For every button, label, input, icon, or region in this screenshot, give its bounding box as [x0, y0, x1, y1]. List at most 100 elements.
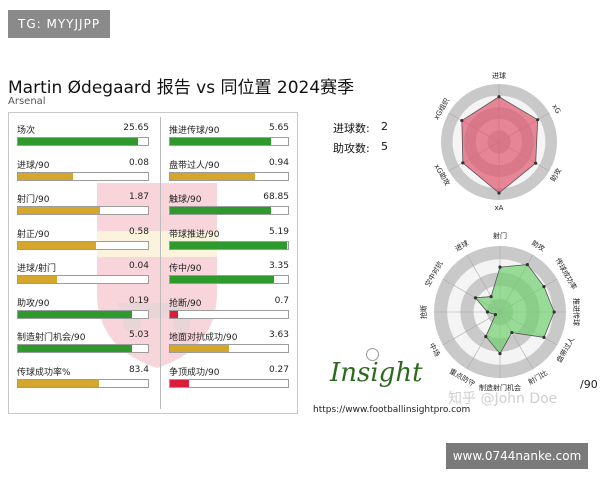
football-icon [366, 348, 379, 361]
watermark-bottom: www.0744nanke.com [446, 443, 588, 469]
stat-value: 5.03 [128, 330, 149, 340]
stat-label: 射门/90 [17, 195, 50, 205]
stat-value: 0.7 [274, 295, 289, 306]
stat-label: 助攻/90 [17, 298, 50, 309]
stat-bar-fill [170, 379, 189, 387]
radar-axis-label: xG [550, 103, 562, 115]
stat-value: 5.65 [268, 123, 289, 133]
stat-bar-fill [170, 138, 272, 145]
stat-label: 传球成功率% [17, 367, 71, 378]
goals-count-value: 2 [381, 120, 388, 133]
stat-label: 地面对抗成功/90 [169, 333, 238, 343]
stat-bar-track [17, 240, 149, 250]
goal-assist-counts: 进球数: 2 助攻数: 5 [333, 120, 403, 160]
stat-bar-fill [18, 207, 100, 214]
radar-point [484, 334, 488, 339]
stat-bar-fill [18, 379, 99, 387]
stat-bar-fill [18, 172, 73, 180]
radar-point [525, 262, 529, 267]
radar-axis-label: 射门比 [526, 368, 549, 386]
assists-count-row: 助攻数: 5 [333, 140, 403, 160]
stat-bar-fill [18, 241, 96, 249]
radar-axis-label: 制造射门机会 [479, 383, 521, 392]
stat-bar-track [17, 275, 149, 284]
stat-bar-fill [18, 310, 133, 318]
stat-bar-track [169, 137, 289, 146]
radar-axis-label: xA [495, 204, 504, 212]
left-stat-row: 进球/射门 0.04 [17, 251, 151, 286]
stat-label: 进球/射门 [17, 264, 57, 274]
stat-value: 0.19 [128, 295, 149, 306]
radar-point [534, 161, 538, 165]
radar-point [489, 294, 493, 299]
stat-label: 争顶成功/90 [169, 367, 220, 378]
radar-axis-label: 助攻 [548, 166, 563, 183]
stat-bar-track [169, 344, 289, 353]
stat-bar-fill [170, 241, 287, 249]
radar-point [497, 95, 501, 99]
stat-value: 3.63 [268, 330, 289, 340]
radar-point [542, 284, 546, 289]
goals-count-label: 进球数: [333, 122, 370, 135]
radar-point [473, 296, 478, 300]
left-stat-row: 制造射门机会/90 5.03 [17, 320, 151, 355]
stat-bar-track [169, 309, 289, 319]
stat-bar-fill [18, 345, 133, 352]
stat-label: 触球/90 [169, 195, 202, 205]
radar-point [497, 191, 501, 195]
stat-value: 0.94 [268, 157, 289, 168]
team-subtitle: Arsenal [8, 96, 46, 107]
stat-value: 25.65 [123, 123, 149, 133]
watermark-top: TG: MYYJJPP [8, 10, 111, 38]
stat-bar-fill [170, 207, 272, 214]
left-stat-row: 射门/90 1.87 [17, 182, 151, 217]
stat-value: 0.04 [128, 261, 149, 271]
right-stat-row: 触球/90 68.85 [169, 182, 291, 217]
stat-bar-track [169, 275, 289, 284]
right-stat-row: 传中/90 3.35 [169, 251, 291, 286]
radar-axis-label: 中场 [427, 341, 442, 358]
radar-point [498, 265, 502, 269]
stat-bar-track [17, 171, 149, 181]
radar-axis-label: 进球 [453, 238, 470, 253]
stat-value: 3.35 [268, 261, 289, 271]
radar-point [493, 313, 498, 317]
stat-label: 进球/90 [17, 160, 50, 171]
assists-count-value: 5 [381, 140, 388, 153]
stat-value: 0.27 [268, 364, 289, 375]
left-stat-row: 传球成功率% 83.4 [17, 355, 151, 390]
stat-label: 推进传球/90 [169, 126, 220, 136]
stat-value: 83.4 [128, 364, 149, 375]
radar-axis-label: 进球 [492, 71, 506, 80]
radar-point [542, 335, 546, 340]
zhihu-watermark: 知乎 @John Doe [448, 391, 558, 407]
stat-value: 0.08 [128, 157, 149, 168]
stat-value: 68.85 [263, 192, 289, 202]
stat-bar-track [169, 206, 289, 215]
left-stat-row: 进球/90 0.08 [17, 148, 151, 183]
stat-label: 抢断/90 [169, 298, 202, 309]
radar-point [460, 118, 464, 123]
radar-axis-label: 抢断 [419, 305, 428, 319]
stat-bar-fill [170, 345, 229, 352]
stat-bar-fill [170, 172, 255, 180]
insight-logo: Insight [330, 358, 423, 388]
right-stat-row: 争顶成功/90 0.27 [169, 355, 291, 390]
stats-column-left: 场次 25.65 进球/90 0.08 射门/90 1.87 射正/90 0.58 进球/射门 0… [17, 113, 151, 389]
left-stat-row: 助攻/90 0.19 [17, 286, 151, 321]
radar-point [485, 310, 490, 314]
stat-bar-track [169, 378, 289, 388]
goals-count-row: 进球数: 2 [333, 120, 403, 140]
stat-bar-fill [18, 276, 57, 283]
stats-panel: 场次 25.65 进球/90 0.08 射门/90 1.87 射正/90 0.58 进球/射门 0… [8, 112, 298, 414]
stat-bar-track [17, 378, 149, 388]
stat-bar-track [17, 309, 149, 319]
radar-axis-label: 助攻 [530, 238, 547, 253]
stat-bar-track [17, 206, 149, 215]
radar-axis-label: 射门 [493, 231, 507, 240]
radar-point [552, 310, 556, 314]
stat-label: 盘带过人/90 [169, 160, 220, 171]
stat-bar-track [17, 344, 149, 353]
left-stat-row: 射正/90 0.58 [17, 217, 151, 252]
